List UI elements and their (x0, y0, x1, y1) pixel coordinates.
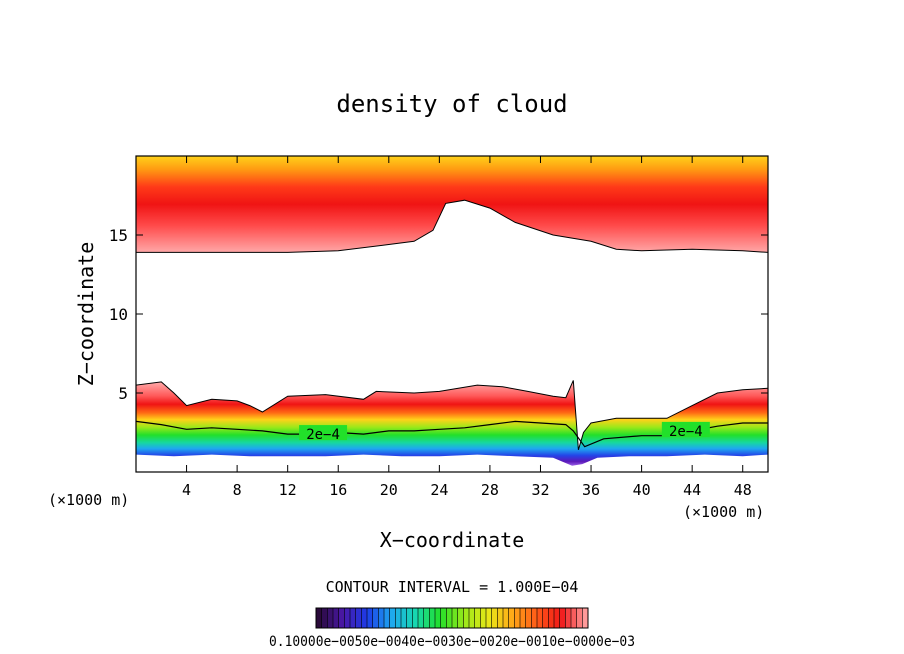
colorbar-swatch (531, 608, 538, 628)
colorbar-tick-labels: 0.10000e−0050e−0040e−0030e−0020e−0010e−0… (269, 634, 635, 650)
colorbar-swatch (514, 608, 521, 628)
colorbar-swatch (395, 608, 402, 628)
colorbar-swatch (372, 608, 379, 628)
colorbar-swatch (497, 608, 504, 628)
colorbar-swatch (361, 608, 368, 628)
x-tick-label: 16 (329, 481, 347, 499)
x-tick-label: 28 (481, 481, 499, 499)
y-tick-label: 5 (118, 384, 128, 403)
colorbar-swatch (491, 608, 498, 628)
colorbar-swatch (582, 608, 589, 628)
x-tick-label: 24 (430, 481, 448, 499)
chart-title: density of cloud (336, 90, 567, 118)
colorbar-swatch (350, 608, 357, 628)
colorbar-swatch (378, 608, 385, 628)
colorbar-swatch (548, 608, 555, 628)
x-tick-label: 20 (380, 481, 398, 499)
x-tick-label: 12 (279, 481, 297, 499)
contour-2e-4-line (136, 420, 768, 448)
colorbar-swatch (355, 608, 362, 628)
x-tick-label: 32 (531, 481, 549, 499)
colorbar-swatch (537, 608, 544, 628)
x-tick-label: 4 (182, 481, 191, 499)
colorbar-swatch (446, 608, 453, 628)
contour-label-bg (299, 425, 348, 441)
colorbar-swatch (452, 608, 459, 628)
colorbar-swatch (418, 608, 425, 628)
contour-label: 2e−4 (306, 427, 340, 443)
x-unit-label-right: (×1000 m) (683, 503, 764, 521)
contour-label-bg (661, 421, 710, 437)
colorbar-swatch (333, 608, 340, 628)
x-axis-title: X−coordinate (380, 528, 525, 552)
colorbar-swatch (389, 608, 396, 628)
colorbar-swatch (463, 608, 470, 628)
x-tick-label: 8 (233, 481, 242, 499)
colorbar-swatch (508, 608, 515, 628)
colorbar-swatch (367, 608, 374, 628)
colorbar-swatch (435, 608, 442, 628)
x-tick-label: 36 (582, 481, 600, 499)
colorbar-swatch (480, 608, 487, 628)
x-tick-label: 44 (683, 481, 701, 499)
contour-interval-label: CONTOUR INTERVAL = 1.000E−04 (326, 578, 579, 596)
colorbar-swatch (412, 608, 419, 628)
contour-label: 2e−4 (669, 424, 703, 440)
x-unit-label-left: (×1000 m) (48, 491, 129, 509)
y-tick-label: 15 (109, 226, 128, 245)
x-tick-label: 48 (734, 481, 752, 499)
colorbar-swatch (503, 608, 510, 628)
colorbar-swatch (542, 608, 549, 628)
colorbar-swatch (327, 608, 334, 628)
colorbar-swatch (423, 608, 430, 628)
upper-cloud-base-contour (136, 199, 768, 253)
upper-cloud-layer (136, 156, 768, 253)
lower-cloud-top-contour (136, 380, 768, 451)
colorbar-swatch (576, 608, 583, 628)
colorbar-swatch (384, 608, 391, 628)
colorbar-swatch (486, 608, 493, 628)
x-axis-ticks: 4 8 12 16 20 24 28 32 36 40 44 48 (182, 156, 752, 499)
colorbar-swatch (429, 608, 436, 628)
colorbar-swatch (316, 608, 323, 628)
colorbar (315, 607, 589, 629)
colorbar-swatch (474, 608, 481, 628)
y-tick-label: 10 (109, 305, 128, 324)
colorbar-swatch (344, 608, 351, 628)
colorbar-swatch (321, 608, 328, 628)
colorbar-swatch (520, 608, 527, 628)
lower-cloud-layer (136, 380, 768, 466)
colorbar-swatch (525, 608, 532, 628)
colorbar-swatch (401, 608, 408, 628)
colorbar-swatch (565, 608, 572, 628)
colorbar-swatch (457, 608, 464, 628)
colorbar-swatch (406, 608, 413, 628)
colorbar-swatch (440, 608, 447, 628)
colorbar-swatch (571, 608, 578, 628)
colorbar-swatch (469, 608, 476, 628)
colorbar-swatch (559, 608, 566, 628)
colorbar-frame (315, 607, 589, 629)
y-axis-title: Z−coordinate (74, 242, 98, 387)
y-axis-ticks: 5 10 15 (109, 226, 768, 403)
colorbar-swatch (554, 608, 561, 628)
colorbar-swatch (338, 608, 345, 628)
plot-area: 2e−4 2e−4 (136, 156, 768, 466)
x-tick-label: 40 (633, 481, 651, 499)
